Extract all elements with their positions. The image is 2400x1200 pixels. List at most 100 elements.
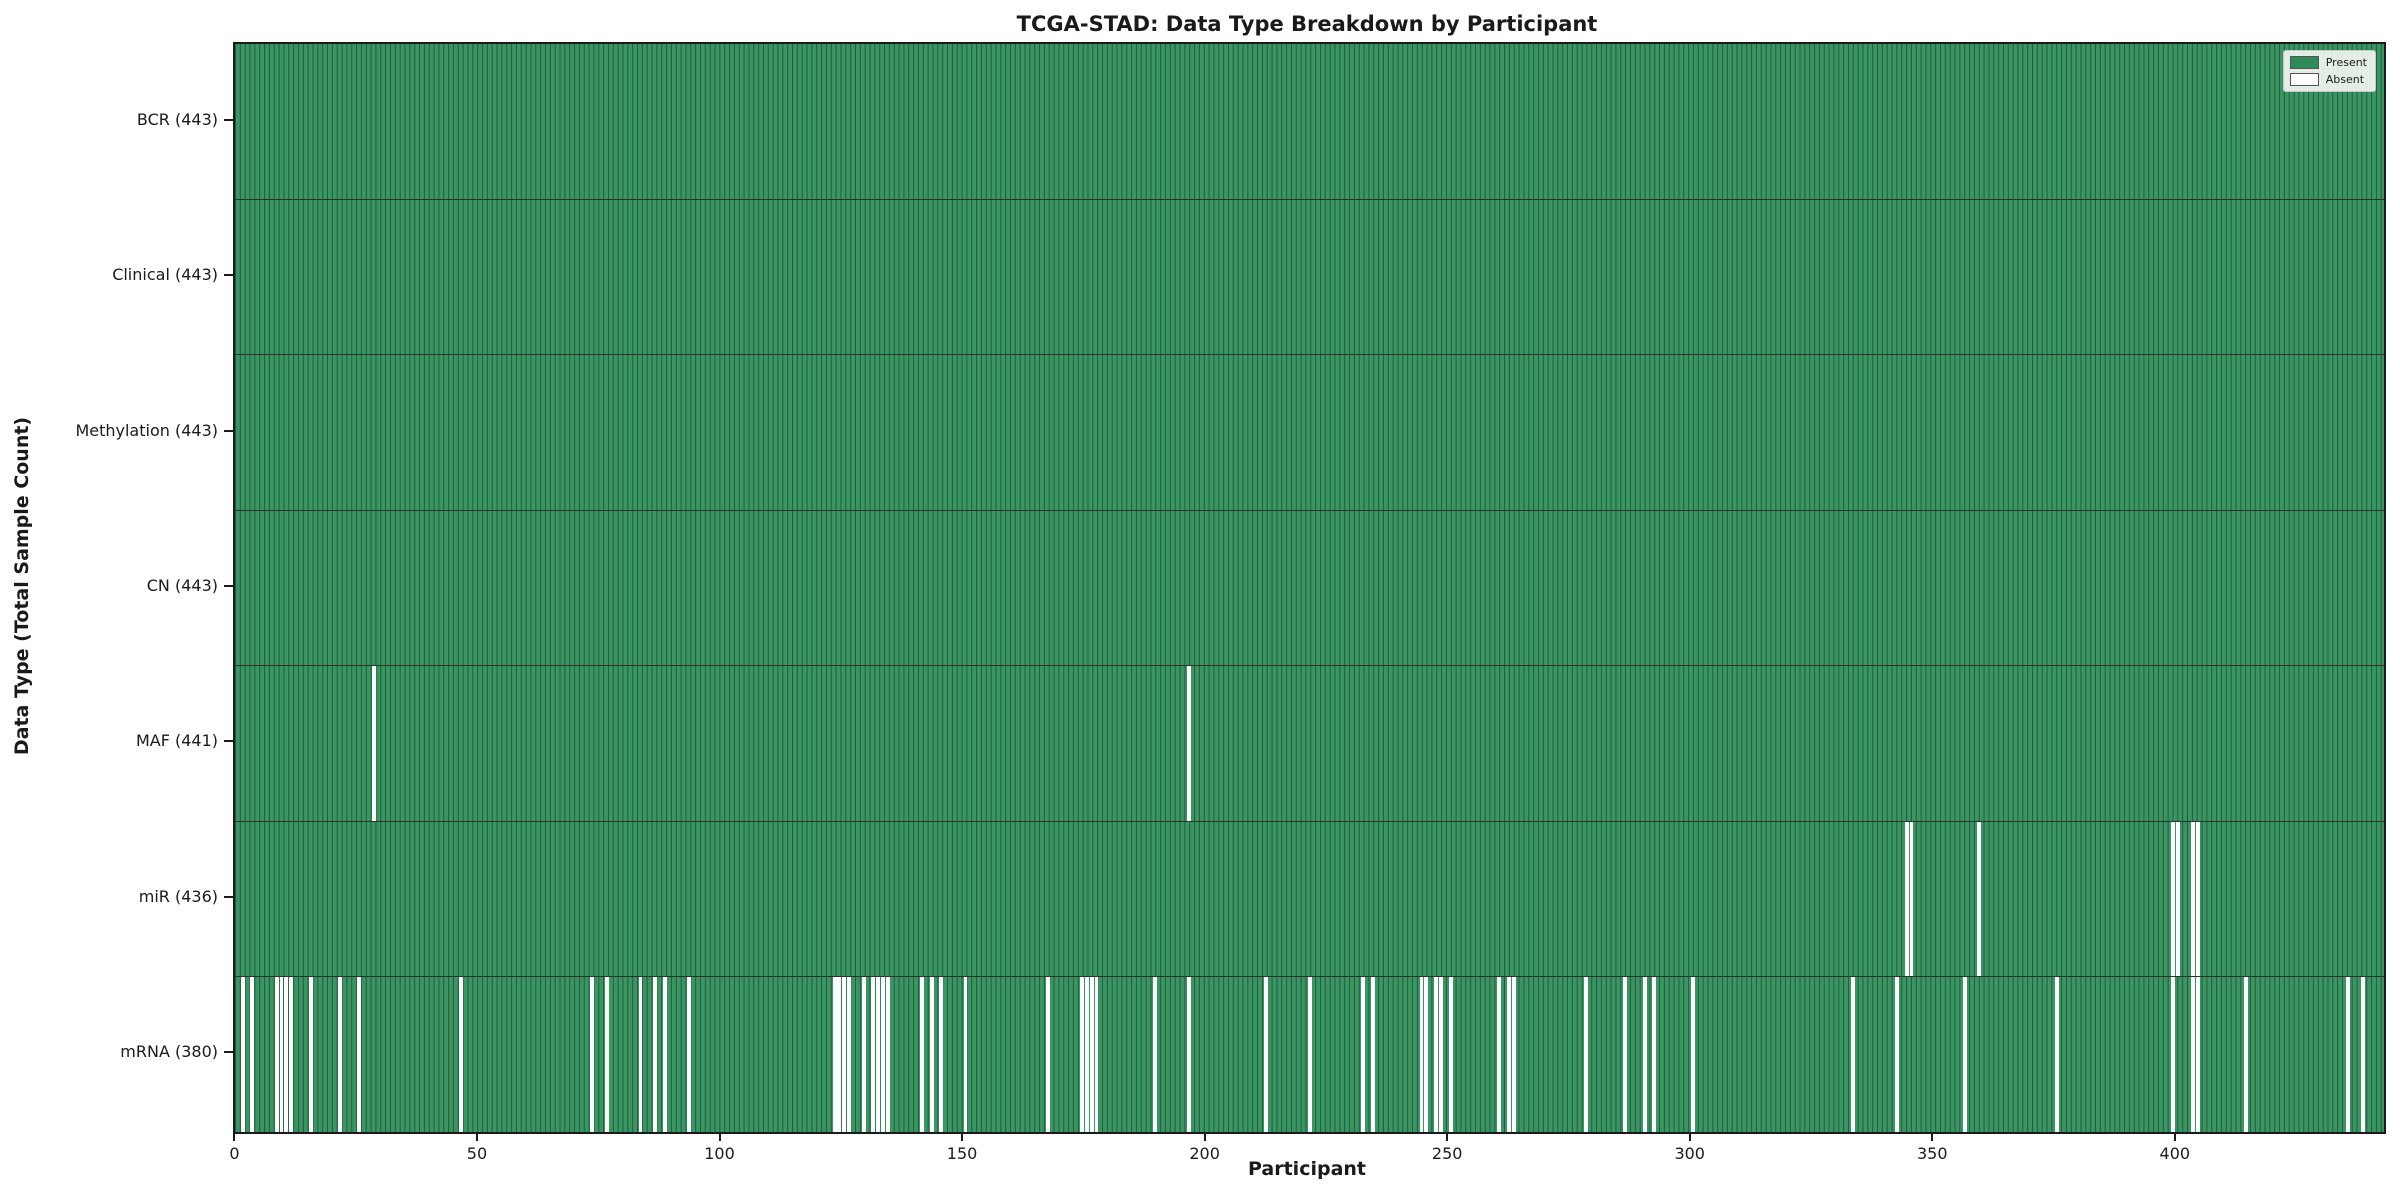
- absent-stripe-mRNA-167: [1046, 976, 1050, 1132]
- absent-stripe-mRNA-8: [274, 976, 279, 1132]
- y-tick-mark: [224, 118, 233, 121]
- absent-stripe-mRNA-126: [847, 976, 852, 1132]
- x-tick-mark: [2173, 1132, 2176, 1141]
- absent-stripe-mRNA-11: [289, 976, 294, 1132]
- x-tick-label-200: 200: [1189, 1144, 1220, 1163]
- absent-stripe-MAF-196: [1186, 665, 1191, 822]
- absent-stripe-mRNA-9: [279, 976, 284, 1132]
- absent-stripe-mRNA-232: [1361, 976, 1366, 1132]
- y-tick-mark: [224, 740, 233, 743]
- absent-stripe-mRNA-15: [308, 976, 313, 1132]
- absent-stripe-mRNA-356: [1962, 976, 1967, 1132]
- absent-stripe-mRNA-46: [459, 976, 463, 1132]
- absent-stripe-mRNA-1: [240, 976, 245, 1132]
- y-tick-label-Methylation: Methylation (443): [75, 420, 218, 440]
- absent-stripe-miR-400: [2176, 821, 2181, 977]
- absent-stripe-mRNA-134: [885, 976, 890, 1132]
- absent-stripe-mRNA-174: [1079, 976, 1084, 1132]
- row-separator: [235, 198, 2384, 200]
- y-tick-mark: [224, 274, 233, 277]
- legend-entry-present: Present: [2289, 56, 2367, 69]
- absent-stripe-mRNA-247: [1434, 976, 1439, 1132]
- legend-absent-label: Absent: [2325, 72, 2365, 86]
- absent-stripe-mRNA-438: [2360, 976, 2365, 1132]
- x-tick-mark: [961, 1132, 964, 1141]
- absent-stripe-mRNA-86: [653, 976, 658, 1132]
- absent-stripe-mRNA-177: [1094, 976, 1099, 1132]
- absent-stripe-mRNA-175: [1084, 976, 1089, 1132]
- absent-stripe-mRNA-10: [284, 976, 289, 1132]
- row-separator: [235, 509, 2384, 511]
- absent-stripe-mRNA-133: [881, 976, 886, 1132]
- absent-stripe-miR-344: [1904, 821, 1909, 977]
- legend-absent-swatch: [2289, 73, 2319, 86]
- absent-stripe-mRNA-129: [861, 976, 866, 1132]
- y-tick-label-MAF: MAF (441): [135, 731, 218, 751]
- absent-stripe-miR-399: [2171, 821, 2176, 977]
- absent-stripe-mRNA-399: [2171, 976, 2176, 1132]
- absent-stripe-mRNA-25: [357, 976, 362, 1132]
- row-separator: [235, 354, 2384, 356]
- x-tick-mark: [475, 1132, 478, 1141]
- absent-stripe-mRNA-414: [2244, 976, 2249, 1132]
- absent-stripe-mRNA-124: [837, 976, 842, 1132]
- absent-stripe-mRNA-143: [929, 976, 934, 1132]
- absent-stripe-mRNA-333: [1851, 976, 1856, 1132]
- absent-stripe-mRNA-176: [1089, 976, 1094, 1132]
- absent-stripe-mRNA-73: [590, 976, 594, 1132]
- absent-stripe-mRNA-245: [1424, 976, 1429, 1132]
- x-tick-mark: [1446, 1132, 1449, 1141]
- x-tick-label-0: 0: [229, 1144, 240, 1163]
- absent-stripe-mRNA-212: [1264, 976, 1269, 1132]
- absent-stripe-mRNA-262: [1506, 976, 1511, 1132]
- absent-stripe-mRNA-292: [1652, 976, 1657, 1132]
- x-tick-mark: [1931, 1132, 1934, 1141]
- absent-stripe-mRNA-189: [1152, 976, 1157, 1132]
- absent-stripe-mRNA-290: [1642, 976, 1647, 1132]
- absent-stripe-mRNA-403: [2190, 976, 2195, 1132]
- x-tick-label-50: 50: [466, 1144, 488, 1163]
- plot-area: Present Absent: [233, 42, 2386, 1134]
- absent-stripe-mRNA-435: [2346, 976, 2351, 1132]
- absent-stripe-MAF-28: [371, 665, 376, 822]
- absent-stripe-mRNA-263: [1511, 976, 1516, 1132]
- y-tick-mark: [224, 895, 233, 898]
- y-tick-label-BCR: BCR (443): [136, 109, 218, 129]
- absent-stripe-mRNA-132: [876, 976, 881, 1132]
- absent-stripe-mRNA-286: [1623, 976, 1628, 1132]
- absent-stripe-mRNA-342: [1894, 976, 1899, 1132]
- legend-present-swatch: [2289, 56, 2319, 69]
- absent-stripe-mRNA-248: [1438, 976, 1443, 1132]
- absent-stripe-miR-403: [2190, 821, 2195, 977]
- chart-title: TCGA-STAD: Data Type Breakdown by Partic…: [1016, 12, 1598, 36]
- x-tick-mark: [233, 1132, 236, 1141]
- absent-stripe-mRNA-278: [1584, 976, 1589, 1132]
- absent-stripe-mRNA-221: [1307, 976, 1312, 1132]
- x-tick-label-400: 400: [2159, 1144, 2191, 1163]
- x-tick-label-300: 300: [1674, 1144, 1705, 1163]
- x-tick-mark: [1203, 1132, 1206, 1141]
- absent-stripe-mRNA-88: [662, 976, 667, 1132]
- y-tick-label-Clinical: Clinical (443): [112, 265, 218, 285]
- y-tick-label-CN: CN (443): [146, 576, 218, 595]
- y-tick-mark: [224, 429, 233, 432]
- absent-stripe-mRNA-141: [919, 976, 924, 1132]
- absent-stripe-mRNA-76: [604, 976, 609, 1132]
- y-tick-label-mRNA: mRNA (380): [120, 1042, 218, 1062]
- x-tick-label-150: 150: [946, 1144, 978, 1163]
- absent-stripe-mRNA-196: [1186, 976, 1191, 1132]
- x-axis-label: Participant: [1247, 1158, 1367, 1180]
- y-tick-mark: [224, 1051, 233, 1054]
- row-separator: [235, 665, 2384, 667]
- absent-stripe-mRNA-404: [2195, 976, 2200, 1132]
- absent-stripe-miR-404: [2195, 821, 2200, 977]
- absent-stripe-mRNA-300: [1691, 976, 1696, 1132]
- x-tick-mark: [1688, 1132, 1691, 1141]
- absent-stripe-mRNA-125: [842, 976, 847, 1132]
- absent-stripe-mRNA-145: [939, 976, 944, 1132]
- absent-stripe-miR-359: [1977, 821, 1982, 977]
- absent-stripe-mRNA-244: [1419, 976, 1424, 1132]
- x-tick-label-100: 100: [704, 1144, 735, 1163]
- absent-stripe-mRNA-250: [1448, 976, 1453, 1132]
